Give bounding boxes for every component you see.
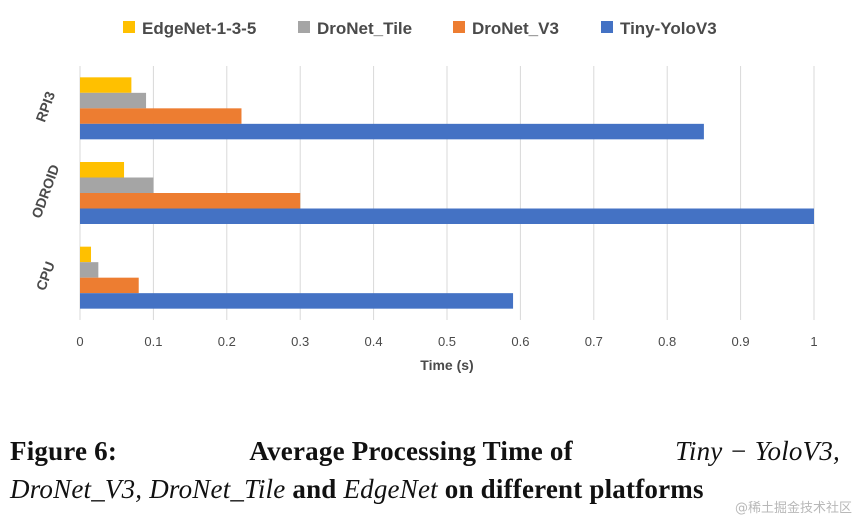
- bar-dronet-v3-cpu: [80, 277, 139, 294]
- x-tick-label: 1: [810, 334, 817, 349]
- caption-model-b: DroNet_V3,: [10, 474, 143, 504]
- x-tick-label: 0.8: [658, 334, 676, 349]
- x-tick-label: 0.6: [511, 334, 529, 349]
- legend-swatch: [453, 21, 465, 33]
- y-category-label: ODROID: [28, 162, 62, 220]
- bar-tiny-yolov3-rpi3: [80, 123, 704, 140]
- caption-label: Figure 6:: [10, 436, 118, 466]
- legend-swatch: [601, 21, 613, 33]
- caption-text-a: Average Processing Time of: [249, 436, 573, 466]
- x-tick-label: 0.2: [218, 334, 236, 349]
- bar-edgenet-1-3-5-rpi3: [80, 77, 132, 93]
- bar-tiny-yolov3-odroid: [80, 208, 814, 224]
- bar-edgenet-1-3-5-odroid: [80, 162, 125, 178]
- legend-label: DroNet_V3: [472, 19, 559, 38]
- x-tick-label: 0.3: [291, 334, 309, 349]
- legend-swatch: [123, 21, 135, 33]
- x-tick-label: 0.5: [438, 334, 456, 349]
- y-category-label: RPI3: [32, 89, 58, 124]
- legend-swatch: [298, 21, 310, 33]
- legend-label: EdgeNet-1-3-5: [142, 19, 256, 38]
- y-category-label: CPU: [33, 259, 58, 292]
- x-axis-tick-labels: 0 0.1 0.2 0.3 0.4 0.5 0.6 0.7 0.8 0.9 1: [76, 334, 817, 349]
- x-tick-label: 0.1: [144, 334, 162, 349]
- bar-chart: EdgeNet-1-3-5 DroNet_Tile DroNet_V3 Tiny-Yo…: [28, 19, 817, 373]
- x-tick-label: 0.7: [585, 334, 603, 349]
- x-tick-label: 0.9: [732, 334, 750, 349]
- chart-bars: [80, 77, 814, 309]
- bar-tiny-yolov3-cpu: [80, 293, 514, 309]
- bar-dronet-tile-odroid: [80, 177, 154, 193]
- legend-label: Tiny-YoloV3: [620, 19, 717, 38]
- bar-dronet-v3-odroid: [80, 193, 301, 209]
- caption-tail: on different platforms: [444, 474, 704, 504]
- bar-dronet-v3-rpi3: [80, 108, 242, 124]
- bar-dronet-tile-rpi3: [80, 92, 147, 109]
- chart-legend: EdgeNet-1-3-5 DroNet_Tile DroNet_V3 Tiny-Yo…: [123, 19, 717, 38]
- x-tick-label: 0: [76, 334, 83, 349]
- bar-edgenet-1-3-5-cpu: [80, 246, 92, 263]
- bar-dronet-tile-cpu: [80, 262, 99, 278]
- caption-and: and: [292, 474, 337, 504]
- figure-caption: Figure 6: Average Processing Time of Tin…: [10, 432, 840, 508]
- y-axis-category-labels: RPI3 ODROID CPU: [28, 89, 62, 293]
- watermark-text: @稀土掘金技术社区: [734, 501, 852, 516]
- x-axis-title: Time (s): [420, 357, 473, 373]
- caption-model-d: EdgeNet: [343, 474, 438, 504]
- caption-model-c: DroNet_Tile: [149, 474, 286, 504]
- x-tick-label: 0.4: [365, 334, 383, 349]
- caption-model-a: Tiny − YoloV3,: [675, 436, 840, 466]
- legend-label: DroNet_Tile: [317, 19, 412, 38]
